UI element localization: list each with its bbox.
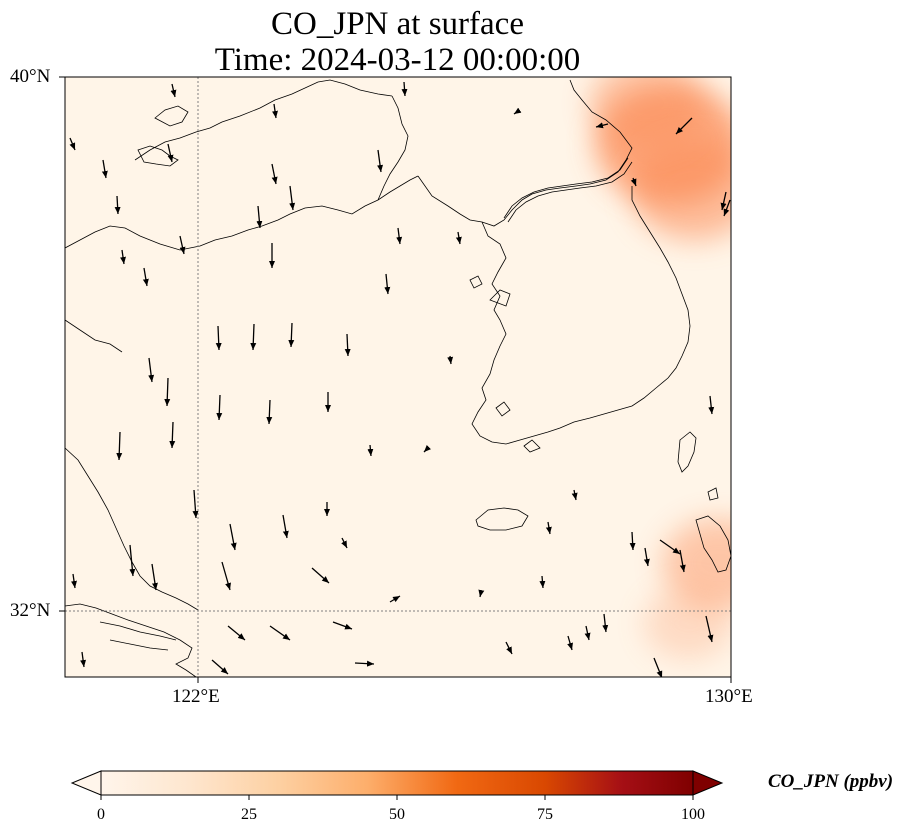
wind-arrow (211, 659, 229, 675)
wind-arrow (266, 399, 273, 425)
wind-arrow (282, 514, 289, 539)
wind-arrows (69, 81, 731, 677)
wind-arrow (221, 561, 231, 591)
lat-tick-label: 40°N (10, 66, 51, 87)
wind-arrow (71, 573, 77, 589)
wind-arrow (720, 191, 727, 211)
wind-arrow (332, 621, 353, 630)
wind-arrow (114, 195, 121, 215)
wind-arrow (116, 431, 123, 461)
colorbar-tick-label: 75 (537, 806, 553, 823)
concentration-plume (631, 139, 731, 241)
axis-ticks (59, 76, 732, 683)
wind-arrow (630, 177, 637, 187)
wind-arrow (288, 322, 295, 348)
wind-arrow (539, 575, 546, 589)
wind-arrow (169, 421, 176, 449)
wind-arrow (215, 325, 222, 351)
wind-arrow (192, 489, 199, 519)
wind-arrow (164, 377, 171, 407)
wind-arrow (567, 635, 573, 651)
wind-arrow (602, 613, 609, 633)
wind-arrow (377, 149, 384, 173)
colorbar-tick-label: 100 (681, 806, 705, 823)
concentration-plume (589, 77, 704, 150)
wind-arrow (595, 122, 609, 129)
concentration-plume (643, 587, 731, 660)
gridlines (65, 77, 731, 677)
wind-arrow (679, 549, 686, 573)
wind-arrow (250, 323, 257, 351)
wind-arrow (148, 357, 155, 383)
coastlines (65, 79, 731, 677)
wind-arrow (142, 267, 149, 287)
wind-arrow (447, 355, 454, 365)
wind-arrow (389, 595, 401, 603)
wind-arrow (269, 625, 291, 641)
wind-arrow (478, 589, 485, 598)
wind-arrow (272, 103, 278, 119)
wind-arrow (513, 107, 522, 115)
wind-arrow (675, 117, 693, 135)
wind-arrow (216, 394, 223, 421)
wind-arrow (545, 521, 552, 535)
wind-arrow (151, 563, 158, 591)
wind-arrow (708, 395, 715, 415)
map-frame (64, 76, 732, 678)
wind-arrow (341, 537, 348, 549)
wind-arrow (396, 227, 403, 245)
wind-arrow (643, 547, 650, 567)
colorbar-gradient (101, 771, 693, 795)
wind-arrow (653, 657, 663, 677)
colorbar-tick-label: 0 (97, 806, 105, 823)
concentration-plume (661, 518, 731, 610)
wind-arrow (354, 660, 375, 667)
wind-arrow (227, 625, 246, 641)
wind-arrow (705, 615, 714, 643)
figure-time: Time: 2024-03-12 00:00:00 (214, 42, 581, 78)
lon-tick-label: 122°E (172, 686, 220, 707)
wind-arrow (179, 235, 186, 255)
wind-arrow (311, 567, 330, 584)
wind-arrow (120, 249, 126, 265)
wind-arrow (455, 231, 462, 245)
wind-arrow (723, 199, 731, 217)
wind-arrow (401, 81, 408, 97)
wind-arrow (584, 625, 591, 641)
wind-arrow (629, 531, 636, 551)
colorbar-tick-label: 25 (241, 806, 257, 823)
wind-arrow (101, 159, 108, 179)
wind-arrow (423, 444, 432, 453)
wind-arrow (367, 444, 374, 457)
wind-arrow (167, 143, 174, 163)
wind-arrow (289, 185, 296, 211)
lat-tick-label: 32°N (10, 600, 51, 621)
wind-arrow (505, 641, 513, 655)
wind-arrow (384, 273, 391, 295)
wind-arrow (129, 544, 136, 577)
wind-arrow (571, 489, 578, 501)
wind-arrow (80, 651, 87, 668)
figure-title: CO_JPN at surface (271, 6, 524, 42)
wind-arrow (659, 539, 681, 555)
wind-arrow (170, 83, 177, 98)
colorbar-tick-label: 50 (389, 806, 405, 823)
colorbar-extend-high (692, 770, 724, 796)
wind-arrow (271, 163, 278, 185)
wind-arrow (256, 205, 263, 229)
wind-arrow (344, 333, 351, 357)
wind-arrow (229, 523, 237, 551)
colorbar-extend-low (70, 770, 102, 796)
colorbar (70, 770, 724, 800)
colorbar-title: CO_JPN (ppbv) (768, 771, 894, 792)
lon-tick-label: 130°E (705, 686, 753, 707)
wind-arrow (69, 137, 76, 151)
